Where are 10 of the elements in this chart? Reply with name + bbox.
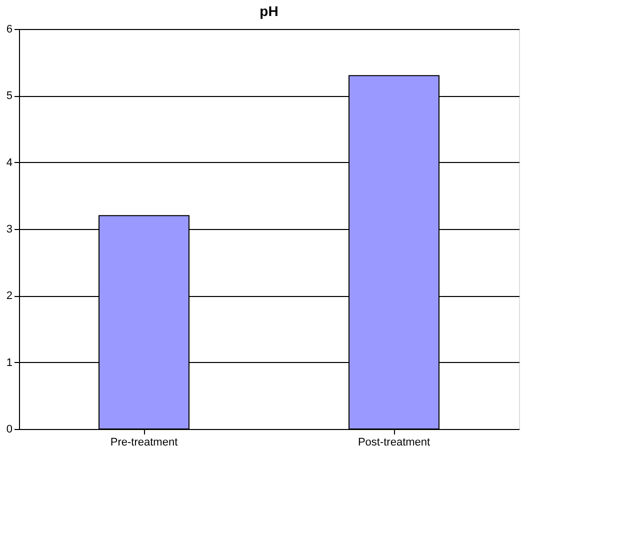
x-tick-label: Post-treatment [358,436,430,448]
y-tick-label: 3 [6,224,12,236]
y-tick-label: 4 [6,156,12,169]
x-tick-label: Pre-treatment [110,436,178,448]
y-tick-label: 0 [6,424,12,436]
y-tick-label: 2 [6,290,12,302]
y-tick-label: 1 [6,356,12,369]
chart-title: pH [260,3,278,19]
y-tick-label: 5 [6,90,12,102]
y-tick-label: 6 [6,24,12,36]
